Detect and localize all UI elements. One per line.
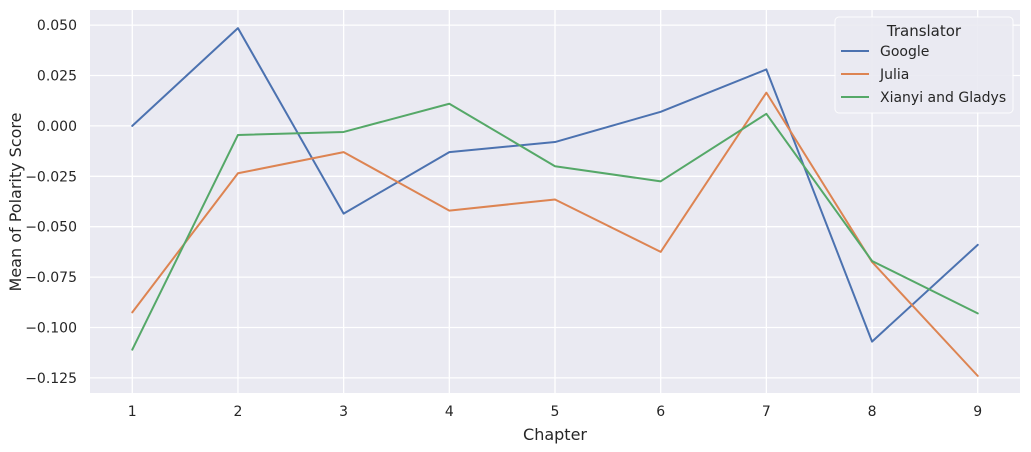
x-tick-label: 9 [973,404,982,420]
y-tick-label: 0.000 [37,119,77,135]
series-line-julia [131,91,979,377]
x-tick-label: 3 [339,404,348,420]
legend: Translator Google Julia Xianyi and Gladys [834,16,1014,114]
series-lines [131,27,979,377]
y-tick-label: −0.125 [25,371,77,387]
x-tick-label: 2 [233,404,242,420]
series-line-google [131,27,979,343]
y-tick-label: 0.025 [37,69,77,85]
legend-title: Translator [886,22,962,40]
legend-label-julia: Julia [879,67,909,83]
legend-box [834,16,1014,114]
x-tick-label: 5 [551,404,560,420]
x-tick-label: 8 [868,404,877,420]
series-line-xianyi-and-gladys [131,102,979,351]
legend-items: Google Julia Xianyi and Gladys [841,44,1006,106]
y-tick-label: −0.100 [25,320,77,336]
legend-label-xianyi-and-gladys: Xianyi and Gladys [880,90,1006,106]
legend-label-google: Google [880,44,929,60]
x-tick-label: 4 [445,404,454,420]
y-axis-title: Mean of Polarity Score [6,113,25,292]
y-tick-labels: 0.050 0.025 0.000 −0.025 −0.050 −0.075 −0.100 −… [25,18,77,387]
y-tick-label: 0.050 [37,18,77,34]
y-tick-label: −0.025 [25,169,77,185]
x-axis-title: Chapter [523,425,587,444]
y-tick-label: −0.050 [25,220,77,236]
x-tick-label: 6 [656,404,665,420]
x-tick-label: 7 [762,404,771,420]
x-tick-labels: 1 2 3 4 5 6 7 8 9 [128,404,982,420]
y-tick-label: −0.075 [25,270,77,286]
x-tick-label: 1 [128,404,137,420]
